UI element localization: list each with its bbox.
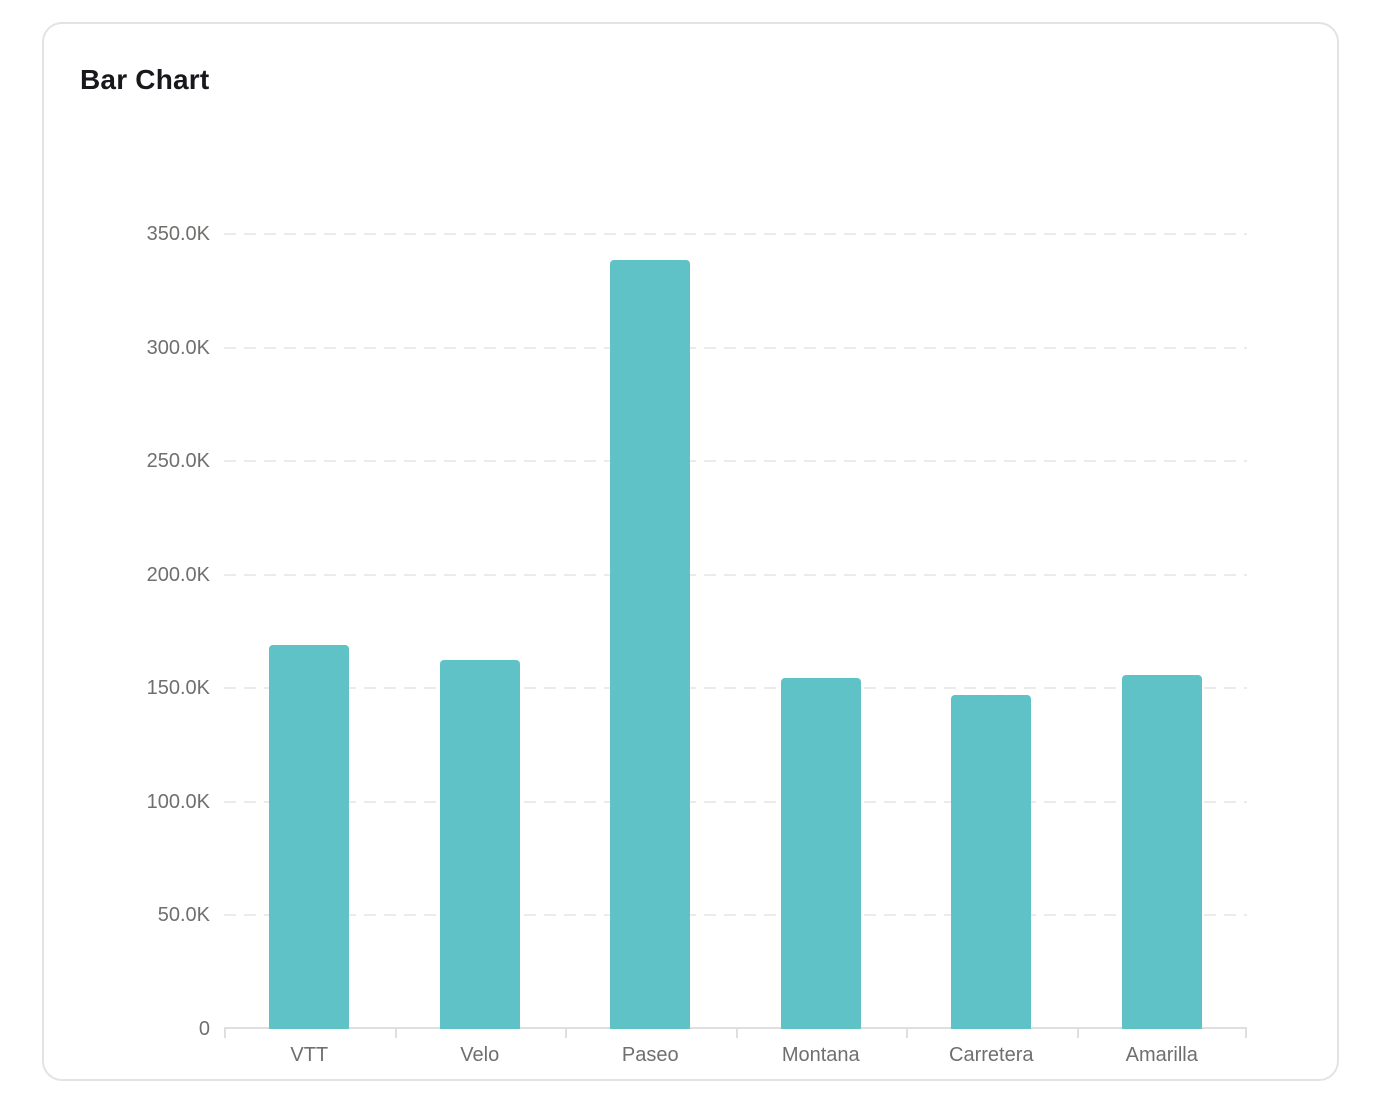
x-tick-label: VTT — [290, 1044, 329, 1066]
gridline — [224, 233, 1247, 235]
bar-amarilla[interactable] — [1121, 675, 1202, 1029]
plot-area — [224, 233, 1247, 1029]
y-tick-label: 100.0K — [146, 790, 210, 813]
gridline — [224, 346, 1247, 349]
y-tick-label: 350.0K — [146, 223, 210, 245]
x-axis-tick — [906, 1029, 908, 1038]
x-axis-tick — [1245, 1029, 1247, 1038]
bar-velo[interactable] — [439, 660, 520, 1029]
gridline — [224, 914, 1247, 917]
x-axis-tick — [565, 1029, 567, 1038]
x-tick-label: Velo — [460, 1044, 500, 1066]
x-axis-tick — [1076, 1029, 1079, 1038]
bar-vtt[interactable] — [269, 644, 350, 1029]
gridline — [224, 460, 1247, 463]
x-axis-tick — [394, 1029, 397, 1038]
bar-montana[interactable] — [780, 678, 861, 1029]
bar-carretera[interactable] — [951, 695, 1032, 1029]
x-tick-label: Montana — [781, 1044, 860, 1066]
y-tick-label: 150.0K — [146, 677, 210, 700]
x-tick-label: Carretera — [949, 1044, 1034, 1066]
chart-card: Bar Chart 0 50.0K 100.0K 150.0K 200.0K 250.0K… — [42, 22, 1339, 1081]
x-axis-line — [224, 1027, 1247, 1029]
y-tick-label: 300.0K — [146, 336, 210, 359]
chart-title: Bar Chart — [80, 64, 210, 95]
y-tick-label: 250.0K — [146, 450, 210, 473]
bar-paseo[interactable] — [610, 259, 691, 1029]
y-tick-label: 0 — [198, 1018, 210, 1040]
x-axis-tick — [224, 1029, 226, 1038]
x-axis-tick — [735, 1029, 738, 1038]
y-tick-label: 50.0K — [157, 904, 210, 927]
x-tick-label: Paseo — [621, 1044, 679, 1066]
x-tick-label: Amarilla — [1125, 1044, 1198, 1066]
bar-chart: 0 50.0K 100.0K 150.0K 200.0K 250.0K 300.0K 350.… — [147, 223, 1247, 1066]
gridline — [224, 573, 1247, 576]
gridline — [224, 687, 1247, 690]
y-tick-label: 200.0K — [146, 563, 210, 586]
gridline — [224, 800, 1247, 803]
